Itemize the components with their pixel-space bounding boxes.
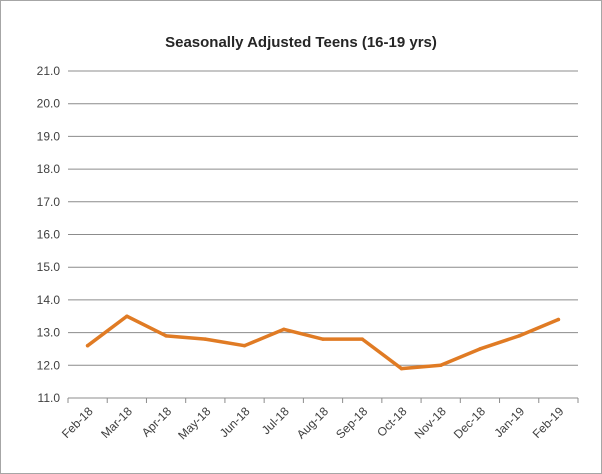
data-point xyxy=(282,327,286,332)
y-tick-label: 12.0 xyxy=(37,358,61,372)
data-point xyxy=(125,314,129,318)
x-tick-label: Mar-18 xyxy=(98,404,135,441)
data-point xyxy=(203,337,208,341)
data-point xyxy=(85,343,90,348)
y-tick-label: 11.0 xyxy=(38,391,61,405)
y-tick-label: 18.0 xyxy=(37,162,61,176)
x-tick-label: Apr-18 xyxy=(139,404,175,440)
y-tick-label: 20.0 xyxy=(37,97,61,111)
data-point xyxy=(321,337,325,341)
x-tick-label: Feb-19 xyxy=(530,404,567,441)
y-tick-label: 17.0 xyxy=(37,195,61,209)
x-tick-label: Nov-18 xyxy=(412,404,449,441)
y-tick-label: 16.0 xyxy=(37,228,61,242)
y-tick-label: 15.0 xyxy=(37,260,61,274)
x-tick-label: Jan-19 xyxy=(491,404,527,440)
data-point xyxy=(438,363,443,368)
data-point xyxy=(164,334,168,338)
y-tick-label: 13.0 xyxy=(37,326,61,340)
y-tick-label: 14.0 xyxy=(37,293,61,307)
data-point xyxy=(478,347,482,351)
data-point xyxy=(556,317,561,322)
x-tick-label: Jun-18 xyxy=(217,404,253,440)
x-tick-label: Jul-18 xyxy=(259,404,292,437)
x-tick-label: Dec-18 xyxy=(451,404,488,441)
data-point xyxy=(242,343,247,348)
data-point xyxy=(517,334,521,338)
y-tick-label: 21.0 xyxy=(37,64,61,78)
x-tick-label: Aug-18 xyxy=(294,404,331,441)
x-tick-label: Sep-18 xyxy=(333,404,370,441)
series-line xyxy=(85,314,561,371)
x-tick-label: May-18 xyxy=(175,404,213,442)
data-point xyxy=(360,337,364,341)
x-tick-label: Feb-18 xyxy=(59,404,96,441)
data-point xyxy=(399,366,404,371)
x-tick-label: Oct-18 xyxy=(374,404,410,440)
chart-title: Seasonally Adjusted Teens (16-19 yrs) xyxy=(165,34,437,51)
y-tick-label: 19.0 xyxy=(37,129,61,143)
